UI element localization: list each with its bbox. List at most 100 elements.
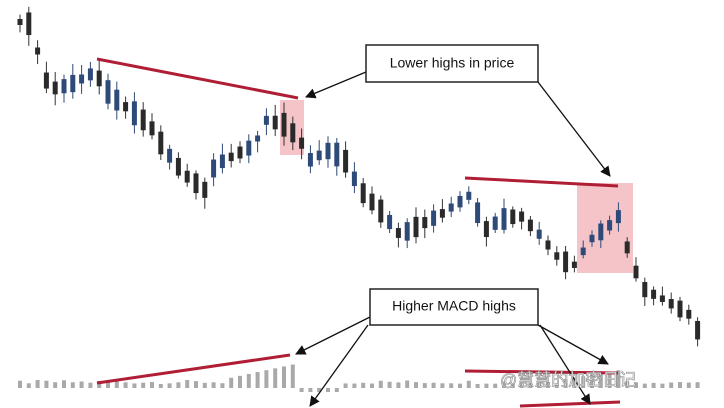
candle-body	[343, 149, 349, 173]
histogram-bar	[387, 381, 392, 388]
candle-body	[624, 241, 630, 254]
candle-body	[510, 209, 516, 225]
histogram-bar	[343, 383, 348, 388]
candle-body	[35, 47, 41, 55]
arrow	[309, 324, 369, 407]
arrow	[537, 81, 611, 177]
histogram-bar	[695, 382, 700, 388]
callout-text: Higher MACD highs	[392, 298, 516, 314]
histogram-bar	[317, 388, 322, 392]
candle-body	[501, 208, 507, 230]
candle-body	[52, 81, 58, 95]
candle-body	[114, 89, 120, 111]
candle-body	[404, 222, 410, 241]
histogram-bar	[308, 388, 313, 392]
histogram-bar	[185, 380, 190, 388]
histogram-bar	[290, 364, 295, 388]
histogram-bar	[35, 380, 40, 388]
candle-body	[668, 299, 674, 309]
histogram-bar	[70, 382, 75, 388]
histogram-bar	[150, 382, 154, 388]
candle-body	[263, 115, 269, 125]
histogram-bar	[211, 382, 216, 388]
histogram-bar	[493, 383, 498, 388]
candle-body	[554, 252, 560, 260]
histogram-bar	[590, 374, 594, 388]
candle-body	[26, 12, 32, 36]
histogram-bar	[141, 382, 146, 388]
histogram-bar	[678, 382, 682, 388]
candle-body	[686, 309, 692, 319]
histogram-bar	[106, 381, 110, 388]
histogram-bar	[625, 381, 630, 388]
candle-body	[483, 221, 489, 238]
histogram-bar	[299, 388, 304, 392]
histogram-bar	[194, 381, 198, 388]
candle-body	[175, 157, 181, 176]
candle-body	[563, 251, 569, 273]
histogram-bar	[642, 383, 647, 388]
candle-body	[140, 109, 146, 131]
candle-body	[659, 295, 665, 302]
histogram-bar	[634, 382, 638, 388]
histogram-bar	[26, 383, 31, 388]
candle-body	[439, 209, 445, 218]
histogram-bar	[326, 388, 330, 392]
macd-histogram	[18, 364, 700, 392]
histogram-bar	[396, 382, 401, 388]
trend-line	[464, 369, 619, 375]
candle-body	[615, 210, 621, 224]
trend-line	[464, 176, 619, 188]
candle-body	[387, 214, 393, 230]
histogram-bar	[18, 380, 22, 388]
histogram-bar	[114, 381, 119, 388]
candle-body	[413, 216, 419, 238]
candle-body	[519, 211, 525, 222]
candle-body	[246, 140, 252, 156]
histogram-bar	[255, 372, 260, 388]
histogram-bar	[79, 381, 84, 388]
candle-body	[598, 223, 604, 241]
histogram-bar	[378, 380, 383, 388]
histogram-bar	[229, 377, 234, 388]
histogram-bar	[431, 382, 436, 388]
candle-body	[633, 265, 639, 279]
candle-body	[105, 80, 111, 104]
histogram-bar	[616, 370, 621, 388]
histogram-bar	[598, 373, 603, 388]
histogram-bar	[440, 383, 445, 388]
candle-body	[536, 229, 542, 239]
candle-body	[448, 203, 454, 212]
candle-body	[642, 282, 648, 298]
histogram-bar	[414, 382, 418, 388]
candle-body	[431, 210, 437, 226]
candle-body	[589, 234, 595, 243]
candle-body	[281, 112, 287, 137]
candle-body	[202, 181, 208, 198]
histogram-bar	[528, 382, 533, 388]
candle-body	[422, 217, 428, 229]
histogram-bar	[572, 377, 577, 388]
histogram-bar	[607, 371, 612, 388]
histogram-bar	[581, 376, 586, 388]
callout-text: Lower highs in price	[390, 55, 515, 71]
histogram-bar	[158, 383, 163, 388]
candle-body	[395, 228, 401, 238]
candle-body	[272, 115, 278, 130]
candle-body	[70, 74, 76, 93]
candle-body	[360, 183, 366, 204]
candle-body	[255, 135, 261, 142]
histogram-bar	[361, 382, 366, 388]
candle-body	[466, 191, 472, 200]
histogram-bar	[686, 382, 691, 388]
candle-body	[299, 137, 305, 149]
histogram-bar	[660, 383, 665, 388]
histogram-bar	[352, 383, 357, 388]
candle-body	[571, 261, 577, 268]
trend-line	[96, 353, 291, 385]
callout-box	[369, 288, 539, 326]
histogram-bar	[537, 382, 542, 388]
histogram-bar	[405, 380, 410, 388]
candle-body	[316, 150, 322, 161]
